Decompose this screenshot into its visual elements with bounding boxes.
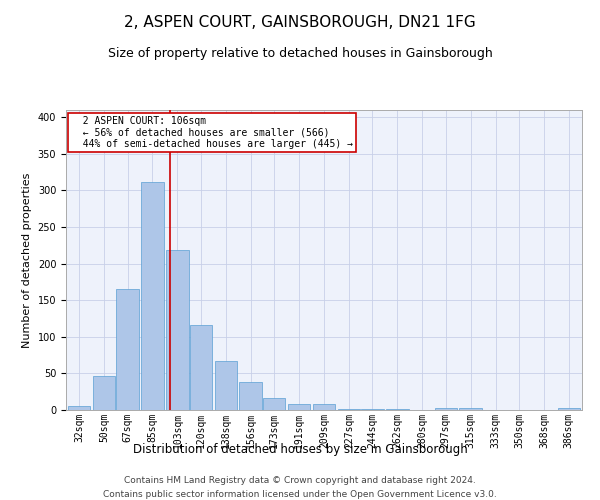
Y-axis label: Number of detached properties: Number of detached properties bbox=[22, 172, 32, 348]
Bar bbox=[93, 376, 115, 410]
Bar bbox=[313, 404, 335, 410]
Bar bbox=[361, 408, 383, 410]
Bar bbox=[116, 290, 139, 410]
Bar bbox=[434, 408, 457, 410]
Bar bbox=[215, 361, 237, 410]
Bar bbox=[239, 382, 262, 410]
Bar bbox=[190, 325, 212, 410]
Bar bbox=[557, 408, 580, 410]
Text: Contains HM Land Registry data © Crown copyright and database right 2024.: Contains HM Land Registry data © Crown c… bbox=[124, 476, 476, 485]
Bar bbox=[288, 404, 310, 410]
Text: 2 ASPEN COURT: 106sqm
  ← 56% of detached houses are smaller (566)
  44% of semi: 2 ASPEN COURT: 106sqm ← 56% of detached … bbox=[71, 116, 353, 149]
Bar bbox=[263, 398, 286, 410]
Bar bbox=[386, 408, 409, 410]
Text: Size of property relative to detached houses in Gainsborough: Size of property relative to detached ho… bbox=[107, 48, 493, 60]
Text: 2, ASPEN COURT, GAINSBOROUGH, DN21 1FG: 2, ASPEN COURT, GAINSBOROUGH, DN21 1FG bbox=[124, 15, 476, 30]
Bar bbox=[338, 408, 360, 410]
Bar bbox=[460, 408, 482, 410]
Bar bbox=[141, 182, 164, 410]
Bar bbox=[68, 406, 91, 410]
Bar bbox=[166, 250, 188, 410]
Text: Contains public sector information licensed under the Open Government Licence v3: Contains public sector information licen… bbox=[103, 490, 497, 499]
Text: Distribution of detached houses by size in Gainsborough: Distribution of detached houses by size … bbox=[133, 442, 467, 456]
